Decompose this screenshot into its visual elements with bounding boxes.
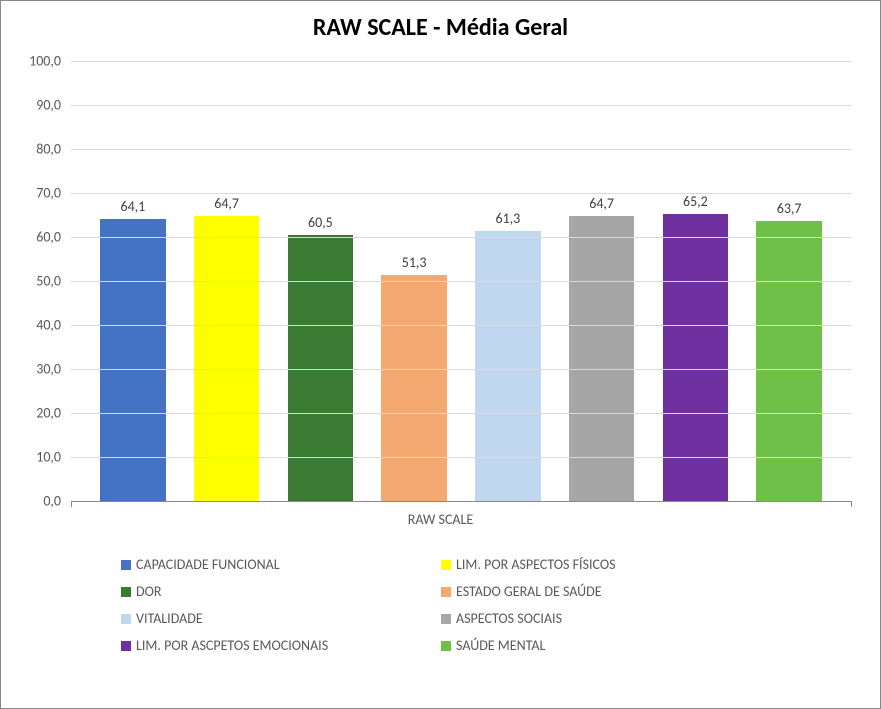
x-tick	[71, 501, 72, 507]
legend-item: LIM. POR ASPECTOS FÍSICOS	[441, 551, 761, 578]
legend-label: LIM. POR ASPECTOS FÍSICOS	[456, 556, 616, 573]
legend-swatch	[441, 560, 451, 570]
gridline	[71, 369, 851, 370]
legend-label: SAÚDE MENTAL	[456, 637, 545, 654]
legend-item: DOR	[121, 578, 441, 605]
bar-value-label: 61,3	[495, 210, 520, 227]
legend-label: VITALIDADE	[136, 610, 203, 627]
gridline	[71, 281, 851, 282]
bar: 60,5	[288, 235, 354, 501]
y-tick-label: 70,0	[36, 185, 61, 202]
legend-label: DOR	[136, 583, 161, 600]
legend-swatch	[121, 587, 131, 597]
y-tick-label: 80,0	[36, 141, 61, 158]
legend-label: ESTADO GERAL DE SAÚDE	[456, 583, 602, 600]
chart-title: RAW SCALE - Média Geral	[1, 1, 880, 50]
legend-item: LIM. POR ASCPETOS EMOCIONAIS	[121, 632, 441, 659]
legend-item: ASPECTOS SOCIAIS	[441, 605, 761, 632]
legend-label: CAPACIDADE FUNCIONAL	[136, 556, 280, 573]
legend-swatch	[441, 587, 451, 597]
legend-swatch	[441, 641, 451, 651]
gridline	[71, 325, 851, 326]
bar-value-label: 64,7	[214, 195, 239, 212]
bar: 64,1	[100, 219, 166, 501]
gridline	[71, 457, 851, 458]
bar-value-label: 64,1	[120, 198, 145, 215]
gridline	[71, 61, 851, 62]
plot-area: 64,164,760,551,361,364,765,263,7 0,010,0…	[71, 61, 851, 501]
bar-value-label: 63,7	[777, 200, 802, 217]
bar: 61,3	[475, 231, 541, 501]
legend: CAPACIDADE FUNCIONAL LIM. POR ASPECTOS FÍ…	[121, 551, 761, 659]
legend-item: SAÚDE MENTAL	[441, 632, 761, 659]
bar: 51,3	[381, 275, 447, 501]
bar: 64,7	[569, 216, 635, 501]
legend-item: VITALIDADE	[121, 605, 441, 632]
x-tick	[851, 501, 852, 507]
gridline	[71, 105, 851, 106]
gridline	[71, 413, 851, 414]
y-tick-label: 10,0	[36, 449, 61, 466]
x-axis-line	[71, 501, 851, 502]
bar-value-label: 60,5	[308, 214, 333, 231]
chart-container: RAW SCALE - Média Geral 64,1 64,7 60,5 51,3…	[0, 0, 881, 709]
y-tick-label: 40,0	[36, 317, 61, 334]
legend-swatch	[121, 560, 131, 570]
bar-value-label: 51,3	[402, 254, 427, 271]
y-tick-label: 100,0	[29, 53, 61, 70]
legend-swatch	[441, 614, 451, 624]
bar: 63,7	[756, 221, 822, 501]
legend-label: ASPECTOS SOCIAIS	[456, 610, 562, 627]
y-tick-label: 20,0	[36, 405, 61, 422]
y-tick-label: 60,0	[36, 229, 61, 246]
legend-label: LIM. POR ASCPETOS EMOCIONAIS	[136, 637, 328, 654]
legend-item: ESTADO GERAL DE SAÚDE	[441, 578, 761, 605]
legend-swatch	[121, 614, 131, 624]
bar-value-label: 64,7	[589, 195, 614, 212]
y-tick-label: 30,0	[36, 361, 61, 378]
bar-value-label: 65,2	[683, 193, 708, 210]
gridline	[71, 193, 851, 194]
x-category-label: RAW SCALE	[1, 511, 880, 528]
bar: 64,7	[194, 216, 260, 501]
gridline	[71, 149, 851, 150]
y-tick-label: 50,0	[36, 273, 61, 290]
y-tick-label: 0,0	[43, 493, 61, 510]
legend-swatch	[121, 641, 131, 651]
legend-item: CAPACIDADE FUNCIONAL	[121, 551, 441, 578]
gridline	[71, 237, 851, 238]
y-tick-label: 90,0	[36, 97, 61, 114]
